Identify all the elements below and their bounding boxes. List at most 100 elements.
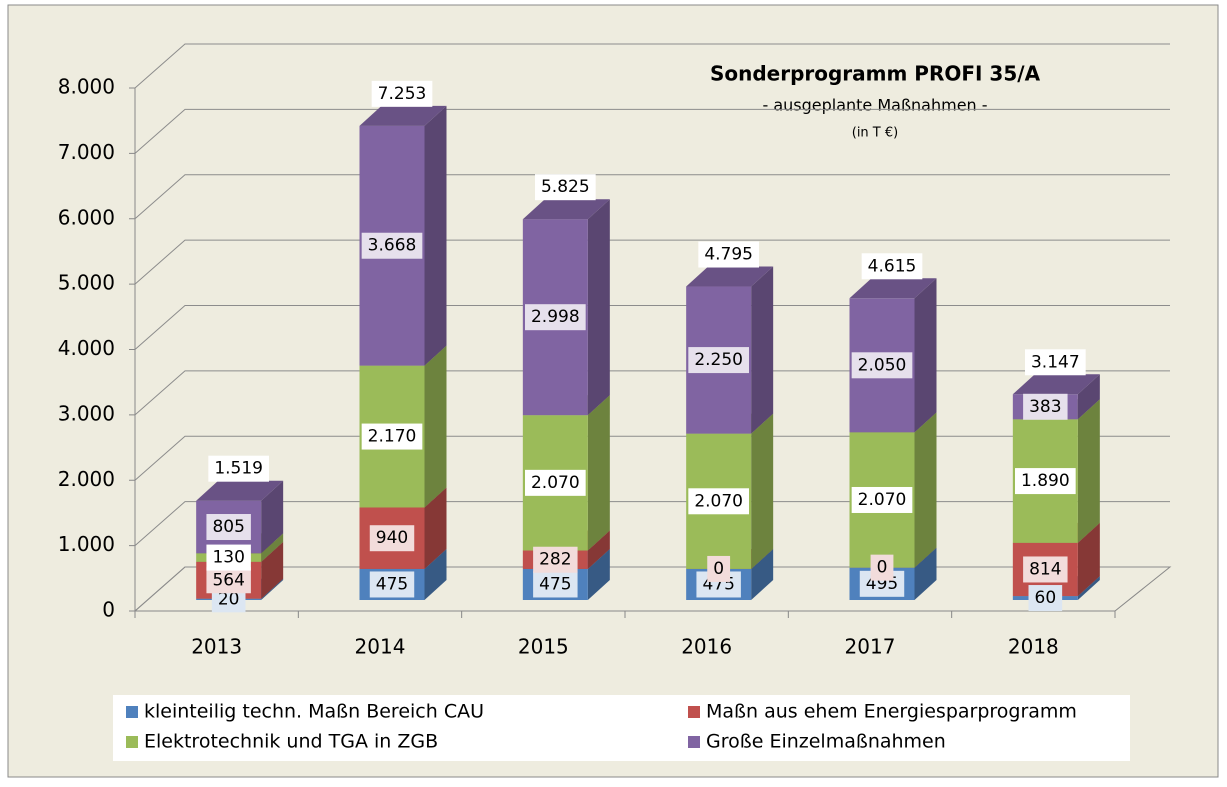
bar-side [751,413,774,569]
data-label-box [707,555,731,582]
data-label-box [206,567,251,594]
chart-background [7,4,1219,778]
legend-marker [126,736,138,748]
legend-label: Elektrotechnik und TGA in ZGB [144,731,438,753]
grid-line [134,108,1170,154]
x-tick-label: 2018 [1008,635,1059,659]
bar-side [587,199,610,416]
data-label-box [533,571,578,598]
data-label: 564 [212,570,244,590]
data-label: 2.070 [694,491,743,511]
data-label-box [698,241,760,268]
y-tick-label: 7.000 [58,140,115,164]
data-label-box [688,347,750,374]
grid-line [134,305,1170,350]
data-label-box [361,232,423,259]
bar-top [849,278,937,299]
bar-side [587,395,610,551]
data-label: 20 [218,589,240,609]
data-label-box [533,546,578,573]
legend-label: kleinteilig techn. Maßn Bereich CAU [144,701,484,723]
data-label: 4.615 [868,256,917,276]
bar-side [914,412,937,568]
data-label-box [861,253,923,280]
data-label: 4.795 [704,245,753,265]
data-label-box [524,304,586,331]
chart-title: Sonderprogramm PROFI 35/A [710,62,1041,86]
legend-marker [126,706,138,718]
x-tick-label: 2013 [191,635,242,659]
data-label: 814 [1029,559,1061,579]
data-label-box [851,352,913,379]
bar-side [424,105,447,366]
data-label: 0 [713,559,724,579]
data-label-box [1023,393,1068,420]
bar-side [587,530,610,569]
data-label: 5.825 [541,177,590,197]
y-tick-label: 2.000 [58,467,115,491]
legend-label: Maßn aus ehem Energiesparprogramm [706,701,1077,723]
data-label: 383 [1029,397,1061,417]
bar-side [261,541,284,599]
unit-note: (in T €) [852,126,898,141]
data-label: 475 [539,574,571,594]
grid-line [134,174,1170,220]
data-label: 0 [877,558,888,578]
data-label: 2.070 [858,490,907,510]
data-label: 3.147 [1031,352,1080,372]
y-tick-label: 4.000 [58,336,115,360]
data-label-box [361,423,423,450]
bar-top [522,199,610,220]
data-label: 2.050 [858,355,907,375]
y-tick-label: 6.000 [58,205,115,229]
bar-side [587,548,610,600]
bar-side [424,548,447,600]
data-label-box [206,544,251,571]
y-tick-label: 3.000 [58,401,115,425]
bar-side [424,345,447,508]
x-tick-label: 2014 [355,635,406,659]
data-label-box [371,80,433,107]
data-label-box [851,486,913,513]
data-label: 3.668 [368,236,417,256]
bar-top [359,105,447,126]
bar-top [1012,374,1100,395]
x-tick-label: 2015 [518,635,569,659]
y-tick-label: 8.000 [58,75,115,99]
data-label: 1.519 [214,459,263,479]
grid-line [134,370,1170,416]
bar-side [751,266,774,434]
grid-line [134,566,1170,612]
x-tick-label: 2016 [681,635,732,659]
data-label-box [206,514,251,541]
data-label-box [1028,585,1063,612]
grid-line [134,501,1170,547]
legend-marker [688,736,700,748]
data-label-box [1024,349,1086,376]
data-label-box [688,488,750,515]
data-label-box [524,469,586,496]
data-label-box [208,455,270,482]
bar-side [914,278,937,433]
data-label-box [369,571,415,598]
data-label: 2.170 [368,427,417,447]
bar-top [196,480,284,501]
data-label: 940 [376,528,408,548]
data-label: 60 [1035,588,1057,608]
data-label: 805 [212,517,244,537]
bar-side [1077,399,1100,543]
data-label: 2.998 [531,307,580,327]
bar-side [751,548,774,600]
chart-subtitle: - ausgeplante Maßnahmen - [762,96,987,115]
y-tick-label: 0 [102,598,115,622]
data-label-box [870,554,894,581]
y-tick-label: 5.000 [58,271,115,295]
y-tick-label: 1.000 [58,532,115,556]
legend-marker [688,706,700,718]
data-label: 2.070 [531,473,580,493]
data-label-box [369,525,415,552]
bar-side [261,480,284,554]
bar-side [1077,522,1100,597]
data-label-box [1023,556,1068,583]
